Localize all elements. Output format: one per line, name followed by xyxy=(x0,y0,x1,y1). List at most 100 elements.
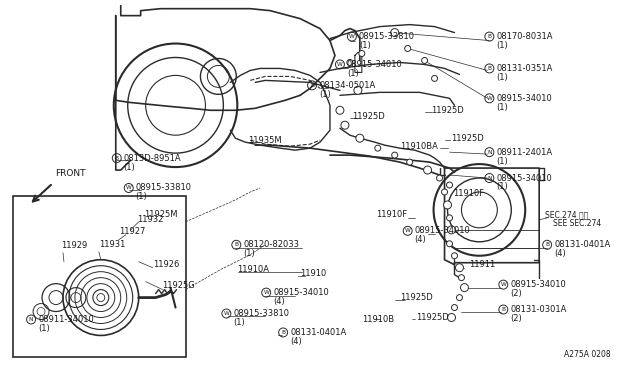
Text: W: W xyxy=(404,228,410,233)
Text: W: W xyxy=(486,96,492,101)
Text: (1): (1) xyxy=(243,249,255,258)
Text: W: W xyxy=(337,62,343,67)
Circle shape xyxy=(447,215,452,221)
Text: 08915-34010: 08915-34010 xyxy=(415,226,470,235)
Text: (2): (2) xyxy=(510,289,522,298)
Circle shape xyxy=(354,86,362,94)
Text: 08131-0401A: 08131-0401A xyxy=(290,328,346,337)
Text: 08131-0351A: 08131-0351A xyxy=(497,64,553,73)
Circle shape xyxy=(447,226,456,234)
Text: W: W xyxy=(223,311,229,316)
Text: 08911-2401A: 08911-2401A xyxy=(497,148,552,157)
Circle shape xyxy=(442,189,447,195)
Circle shape xyxy=(356,134,364,142)
Text: 08120-82033: 08120-82033 xyxy=(243,240,300,249)
Text: SEE SEC.274: SEE SEC.274 xyxy=(553,219,602,228)
Text: (4): (4) xyxy=(554,249,566,258)
Circle shape xyxy=(424,166,431,174)
Text: 08915-34010: 08915-34010 xyxy=(497,94,552,103)
Text: 08134-0501A: 08134-0501A xyxy=(319,81,375,90)
Text: 11910A: 11910A xyxy=(237,265,269,274)
Text: B: B xyxy=(281,330,285,335)
Text: FRONT: FRONT xyxy=(55,169,86,178)
Circle shape xyxy=(451,253,458,259)
Text: 11910: 11910 xyxy=(300,269,326,278)
Text: 11925D: 11925D xyxy=(451,134,484,143)
Text: 08915-33810: 08915-33810 xyxy=(234,309,289,318)
Text: 11925D: 11925D xyxy=(352,112,385,121)
Text: W: W xyxy=(349,34,355,39)
Circle shape xyxy=(451,305,458,311)
Text: 11927: 11927 xyxy=(119,227,145,236)
Text: N: N xyxy=(29,317,33,322)
Text: SEC.274 参照: SEC.274 参照 xyxy=(545,211,588,219)
Text: 08915-34010: 08915-34010 xyxy=(497,173,552,183)
Text: W: W xyxy=(500,282,506,287)
Text: 08915-33810: 08915-33810 xyxy=(359,32,415,41)
Circle shape xyxy=(456,295,463,301)
Text: (4): (4) xyxy=(290,337,302,346)
Text: 08915-34010: 08915-34010 xyxy=(273,288,329,297)
Circle shape xyxy=(341,121,349,129)
Circle shape xyxy=(447,182,452,188)
Text: 0813D-8951A: 0813D-8951A xyxy=(124,154,181,163)
Text: 11925M: 11925M xyxy=(143,211,177,219)
Circle shape xyxy=(460,283,468,292)
Circle shape xyxy=(422,58,428,64)
Text: B: B xyxy=(545,242,549,247)
Text: 11935M: 11935M xyxy=(248,136,282,145)
Text: (1): (1) xyxy=(234,318,245,327)
Text: (1): (1) xyxy=(124,163,136,171)
Circle shape xyxy=(391,29,399,36)
Text: 11910F: 11910F xyxy=(376,211,407,219)
Text: 11926: 11926 xyxy=(152,260,179,269)
Text: (2): (2) xyxy=(510,314,522,323)
Circle shape xyxy=(392,152,397,158)
Text: B: B xyxy=(488,66,492,71)
Bar xyxy=(13,196,186,357)
Text: 08915-33810: 08915-33810 xyxy=(136,183,192,192)
Text: 11910BA: 11910BA xyxy=(400,142,438,151)
Text: (1): (1) xyxy=(136,192,147,202)
Text: (1): (1) xyxy=(497,183,508,192)
Text: (1): (1) xyxy=(319,90,331,99)
Circle shape xyxy=(431,76,438,81)
Text: 11910F: 11910F xyxy=(454,189,484,199)
Circle shape xyxy=(447,241,452,247)
Text: (1): (1) xyxy=(497,73,508,82)
Text: 08915-34010: 08915-34010 xyxy=(347,60,403,69)
Text: W: W xyxy=(263,290,269,295)
Circle shape xyxy=(447,314,456,321)
Circle shape xyxy=(456,264,463,272)
Text: W: W xyxy=(126,186,132,190)
Text: N: N xyxy=(487,176,492,180)
Text: (1): (1) xyxy=(497,157,508,166)
Text: B: B xyxy=(234,242,238,247)
Text: B: B xyxy=(310,83,314,88)
Text: B: B xyxy=(488,34,492,39)
Text: 11925D: 11925D xyxy=(400,293,433,302)
Text: (4): (4) xyxy=(415,235,426,244)
Text: 11932: 11932 xyxy=(137,215,163,224)
Circle shape xyxy=(404,45,411,51)
Circle shape xyxy=(458,275,465,280)
Text: 11929: 11929 xyxy=(61,241,87,250)
Circle shape xyxy=(336,106,344,114)
Text: 11931: 11931 xyxy=(99,240,125,249)
Text: B: B xyxy=(115,155,119,161)
Text: 08170-8031A: 08170-8031A xyxy=(497,32,553,41)
Circle shape xyxy=(347,60,353,65)
Circle shape xyxy=(406,159,413,165)
Text: 11911: 11911 xyxy=(469,260,496,269)
Text: B: B xyxy=(501,307,506,312)
Circle shape xyxy=(444,201,451,209)
Text: 11925D: 11925D xyxy=(431,106,465,115)
Circle shape xyxy=(436,175,442,181)
Text: 11925D: 11925D xyxy=(415,313,449,322)
Text: (4): (4) xyxy=(273,297,285,306)
Text: (1): (1) xyxy=(347,69,358,78)
Text: N: N xyxy=(487,150,492,155)
Circle shape xyxy=(375,145,381,151)
Text: 11910B: 11910B xyxy=(362,315,394,324)
Text: A275A 0208: A275A 0208 xyxy=(564,350,611,359)
